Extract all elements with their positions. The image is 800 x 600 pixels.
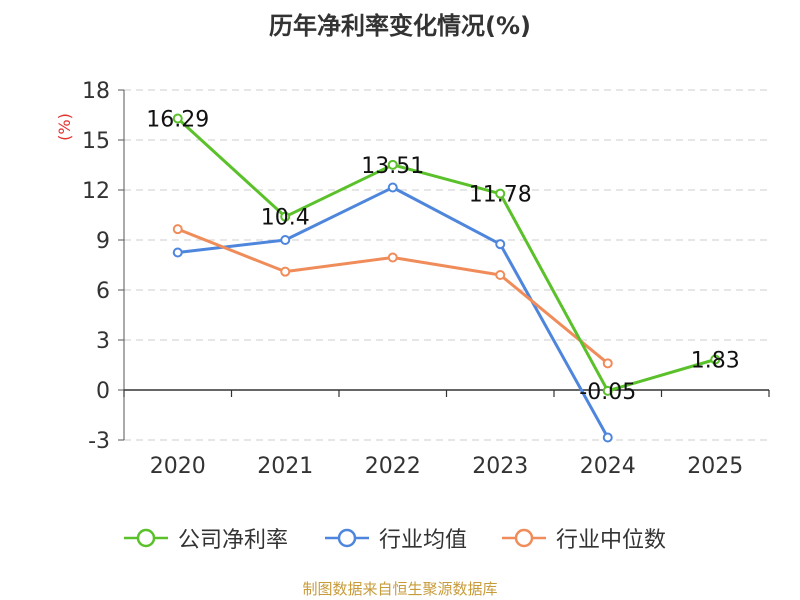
data-point[interactable]: [387, 182, 398, 193]
y-tick-label: -3: [88, 429, 110, 454]
legend: 公司净利率 行业均值 行业中位数: [0, 518, 800, 558]
data-point[interactable]: [710, 354, 721, 365]
x-tick-label: 2023: [472, 454, 528, 479]
data-point[interactable]: [172, 113, 183, 124]
y-axis-label: (%): [55, 113, 74, 141]
y-tick-label: 3: [96, 329, 110, 354]
data-point[interactable]: [602, 358, 613, 369]
x-tick-label: 2022: [365, 454, 421, 479]
data-point[interactable]: [387, 252, 398, 263]
data-point[interactable]: [602, 432, 613, 443]
data-label: 10.4: [261, 206, 310, 231]
legend-label-industry-mean: 行业均值: [379, 528, 468, 553]
data-labels: 16.29 10.4 13.51 11.78 -0.05 1.83: [146, 108, 739, 405]
series-line-1: [177, 186, 610, 439]
data-point[interactable]: [280, 211, 291, 222]
data-point[interactable]: [495, 188, 506, 199]
x-tick-label: 2020: [150, 454, 206, 479]
x-tick-label: 2025: [687, 454, 743, 479]
legend-item-industry-median[interactable]: 行业中位数: [500, 518, 666, 558]
source-note: 制图数据来自恒生聚源数据库: [302, 580, 498, 598]
x-tick-label: 2024: [580, 454, 636, 479]
axes: -3 0 3 6 9 12 15 18 2020 2021 2022 2023 2024 2025: [82, 79, 770, 479]
data-point[interactable]: [602, 385, 613, 396]
chart-title: 历年净利率变化情况(%): [269, 12, 531, 40]
legend-label-company: 公司净利率: [178, 528, 289, 553]
data-point[interactable]: [495, 239, 506, 250]
legend-marker-industry-mean: [325, 528, 369, 548]
legend-item-industry-mean[interactable]: 行业均值: [323, 518, 467, 558]
legend-item-company[interactable]: 公司净利率: [122, 518, 288, 558]
data-point[interactable]: [495, 270, 506, 280]
series-line-2: [177, 227, 609, 365]
x-tick-label: 2021: [257, 454, 313, 479]
legend-marker-industry-median: [502, 528, 546, 548]
y-tick-label: 18: [82, 79, 110, 104]
data-point[interactable]: [172, 224, 183, 235]
data-label: 16.29: [146, 108, 209, 133]
y-tick-label: 12: [82, 179, 110, 204]
data-label: 11.78: [469, 183, 532, 208]
series-lines: [172, 113, 721, 443]
data-label: 13.51: [361, 154, 424, 179]
y-tick-label: 9: [96, 229, 110, 254]
y-tick-label: 15: [82, 129, 110, 154]
legend-marker-company: [124, 528, 168, 548]
legend-label-industry-median: 行业中位数: [556, 528, 667, 553]
data-label: -0.05: [579, 380, 636, 405]
y-tick-label: 0: [96, 379, 110, 404]
data-point[interactable]: [280, 235, 291, 245]
data-point[interactable]: [387, 159, 398, 170]
data-point[interactable]: [280, 266, 291, 277]
data-point[interactable]: [172, 247, 183, 258]
y-tick-label: 6: [96, 279, 110, 304]
series-line-0: [176, 117, 716, 393]
data-label: 1.83: [691, 349, 740, 374]
